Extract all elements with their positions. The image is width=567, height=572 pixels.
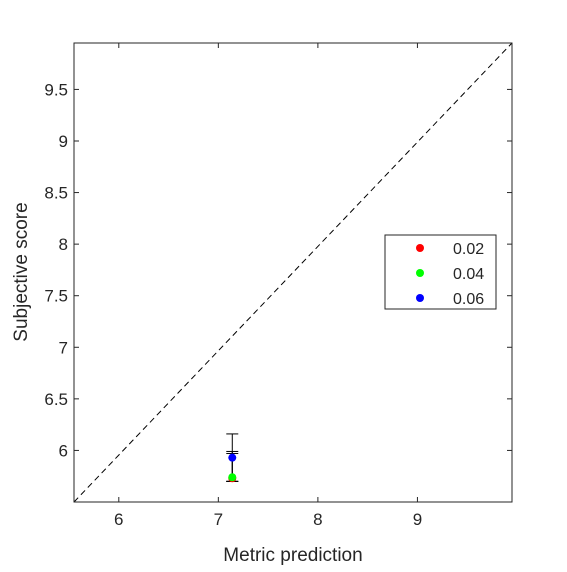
y-tick-labels: 6 6.5 7 7.5 8 8.5 9 9.5	[44, 80, 68, 460]
identity-line	[73, 42, 513, 503]
data-point	[228, 473, 237, 482]
legend: 0.02 0.04 0.06	[384, 234, 497, 310]
x-axis-title: Metric prediction	[223, 545, 362, 566]
data-point	[228, 453, 237, 462]
legend-marker	[416, 269, 424, 277]
y-axis-title: Subjective score	[11, 202, 32, 341]
y-tick-label: 8.5	[44, 184, 68, 203]
y-tick-label: 9.5	[44, 80, 68, 99]
legend-marker	[416, 294, 424, 302]
legend-box	[384, 234, 497, 310]
legend-label: 0.04	[453, 266, 484, 283]
reference-line-layer	[73, 42, 513, 503]
y-tick-label: 7	[59, 338, 68, 357]
legend-marker	[416, 244, 424, 252]
x-tick-label: 6	[114, 510, 123, 529]
x-tick-label: 7	[214, 510, 223, 529]
legend-label: 0.02	[453, 241, 484, 258]
y-tick-label: 8	[59, 235, 68, 254]
x-tick-label: 9	[413, 510, 422, 529]
y-tick-label: 9	[59, 132, 68, 151]
y-tick-label: 7.5	[44, 287, 68, 306]
y-tick-label: 6	[59, 441, 68, 460]
ticks	[74, 43, 512, 502]
x-tick-labels: 6 7 8 9	[114, 510, 422, 529]
x-tick-label: 8	[313, 510, 322, 529]
legend-label: 0.06	[453, 291, 484, 308]
data-points	[228, 453, 237, 483]
y-tick-label: 6.5	[44, 390, 68, 409]
plot-frame	[73, 42, 513, 503]
